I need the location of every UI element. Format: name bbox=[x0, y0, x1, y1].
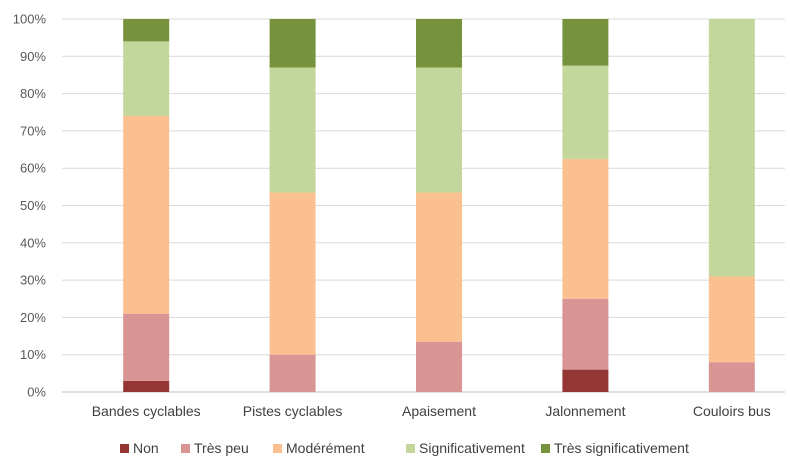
bar-segment bbox=[416, 341, 462, 392]
bar-segment bbox=[123, 19, 170, 42]
legend-swatch bbox=[120, 444, 129, 453]
bar-segment bbox=[416, 19, 462, 68]
bar-segment bbox=[269, 192, 316, 355]
legend-swatch bbox=[541, 444, 550, 453]
bar-segment bbox=[562, 19, 609, 66]
y-tick-label: 10% bbox=[20, 347, 46, 362]
x-category-label: Apaisement bbox=[402, 403, 476, 419]
x-category-label: Bandes cyclables bbox=[92, 403, 201, 419]
legend-label: Très significativement bbox=[554, 440, 689, 456]
legend-label: Très peu bbox=[194, 440, 249, 456]
bar-segment bbox=[123, 313, 170, 381]
y-tick-label: 40% bbox=[20, 235, 46, 250]
legend-swatch bbox=[181, 444, 190, 453]
x-category-label: Jalonnement bbox=[545, 403, 625, 419]
y-tick-label: 60% bbox=[20, 161, 46, 176]
bar-segment bbox=[708, 276, 755, 363]
bar-segment bbox=[123, 380, 170, 392]
y-tick-label: 20% bbox=[20, 310, 46, 325]
bar-segment bbox=[269, 354, 316, 392]
bar-segment bbox=[269, 19, 316, 68]
legend-label: Non bbox=[133, 440, 159, 456]
x-axis-category-labels: Bandes cyclables Pistes cyclables Apaiseme… bbox=[92, 403, 771, 419]
bar-segment bbox=[416, 192, 462, 342]
x-category-label: Pistes cyclables bbox=[243, 403, 343, 419]
legend-label: Modérément bbox=[286, 440, 365, 456]
x-category-label: Couloirs bus bbox=[693, 403, 771, 419]
bar-segment bbox=[562, 158, 609, 299]
bar-segment bbox=[269, 67, 316, 193]
bar-segment bbox=[123, 41, 170, 116]
bar-segment bbox=[562, 298, 609, 370]
y-tick-label: 70% bbox=[20, 123, 46, 138]
bar-segment bbox=[562, 369, 609, 392]
bar-segment bbox=[708, 19, 755, 277]
y-tick-label: 30% bbox=[20, 273, 46, 288]
bars bbox=[123, 19, 755, 392]
y-tick-label: 50% bbox=[20, 198, 46, 213]
y-tick-label: 0% bbox=[27, 385, 46, 400]
legend: Non Très peu Modérément Significativement Tr… bbox=[120, 440, 689, 456]
legend-swatch bbox=[406, 444, 415, 453]
y-tick-label: 100% bbox=[13, 12, 47, 27]
bar-segment bbox=[562, 65, 609, 159]
legend-label: Significativement bbox=[419, 440, 525, 456]
bar-segment bbox=[708, 362, 755, 392]
y-tick-label: 80% bbox=[20, 86, 46, 101]
legend-swatch bbox=[273, 444, 282, 453]
bar-segment bbox=[123, 115, 170, 314]
y-axis-tick-labels: 0% 10% 20% 30% 40% 50% 60% 70% 80% 90% 100% bbox=[13, 12, 47, 400]
bar-segment bbox=[416, 67, 462, 193]
y-tick-label: 90% bbox=[20, 49, 46, 64]
